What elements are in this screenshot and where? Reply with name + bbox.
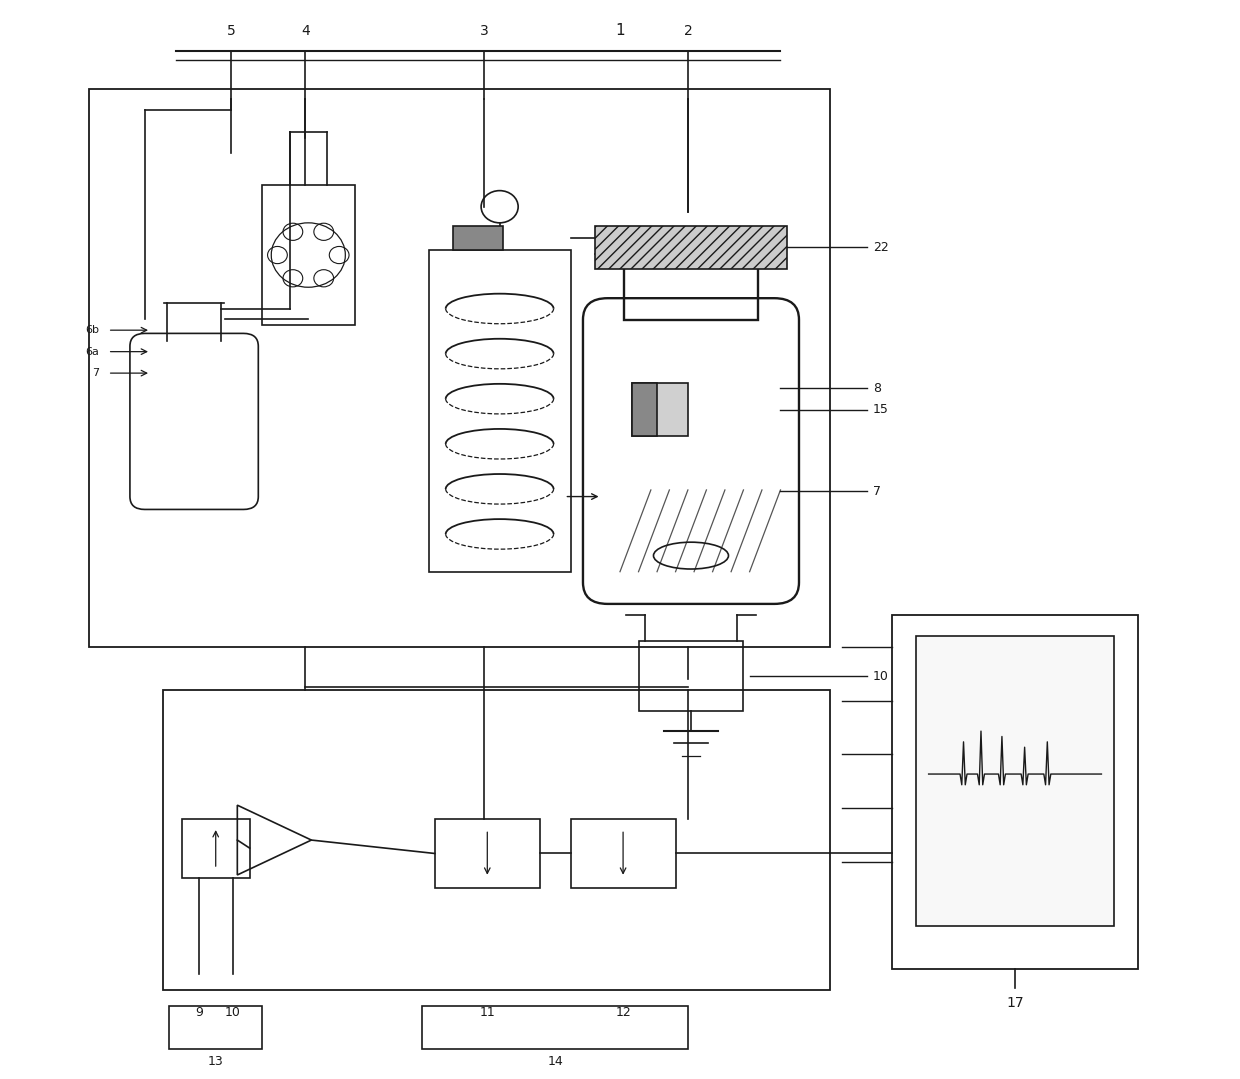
Text: 15: 15	[873, 404, 889, 416]
Text: 5: 5	[227, 24, 236, 38]
Bar	[570, 819, 676, 888]
Text: 7: 7	[92, 368, 99, 378]
Bar	[916, 637, 1114, 926]
Text: 2: 2	[683, 24, 692, 38]
Text: 7: 7	[873, 484, 882, 497]
Text: 10: 10	[224, 1007, 241, 1020]
Text: 9: 9	[195, 1007, 202, 1020]
Bar	[632, 383, 688, 436]
Bar	[632, 383, 657, 436]
Text: 6a: 6a	[86, 346, 99, 357]
Text: 8: 8	[873, 382, 882, 395]
Bar	[170, 1007, 262, 1050]
Text: 14: 14	[547, 1055, 563, 1068]
Text: 6b: 6b	[86, 325, 99, 336]
Text: 1: 1	[615, 24, 625, 38]
Text: 10: 10	[873, 670, 889, 683]
Bar	[429, 249, 570, 572]
Text: 17: 17	[1006, 996, 1024, 1010]
Bar	[164, 689, 830, 991]
Bar	[262, 186, 355, 325]
Bar	[454, 227, 502, 249]
Bar	[595, 226, 786, 269]
Bar	[624, 240, 758, 319]
Bar	[435, 819, 539, 888]
Text: 22: 22	[873, 241, 889, 254]
Bar	[892, 615, 1138, 969]
Bar	[639, 642, 744, 711]
Text: 12: 12	[615, 1007, 631, 1020]
Text: 4: 4	[301, 24, 310, 38]
Text: 3: 3	[480, 24, 489, 38]
Text: 11: 11	[480, 1007, 495, 1020]
Bar	[423, 1007, 688, 1050]
Text: 13: 13	[208, 1055, 223, 1068]
Bar	[89, 88, 830, 646]
Bar	[182, 819, 249, 877]
